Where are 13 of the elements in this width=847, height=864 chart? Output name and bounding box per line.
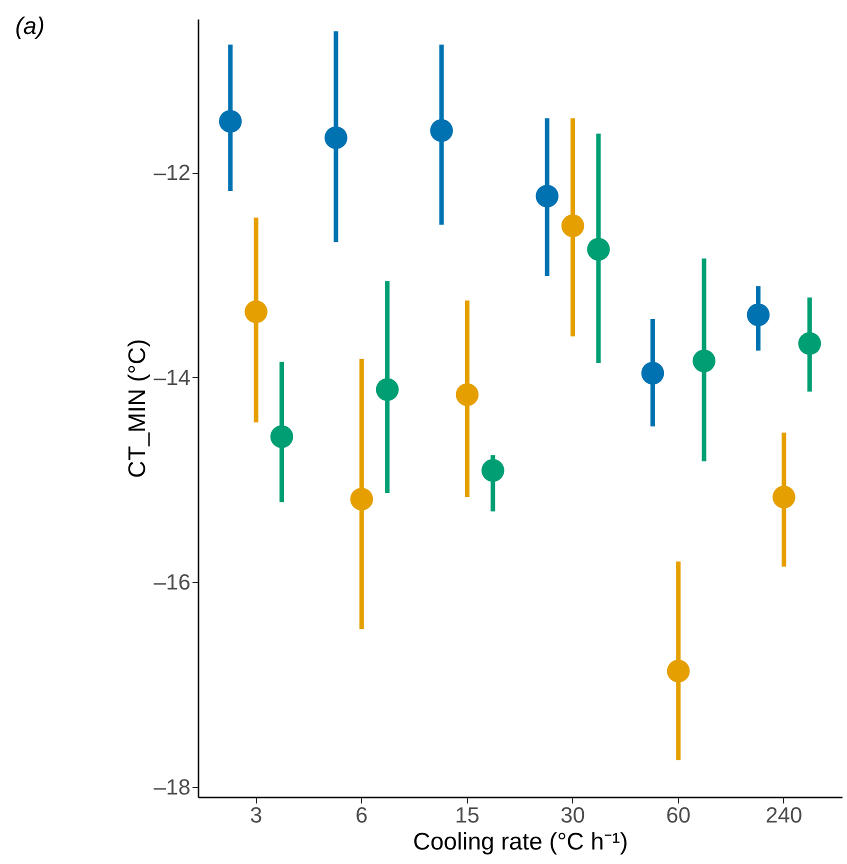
y-axis-title: CT_MIN (°C)	[124, 339, 151, 478]
y-tick-label: –12	[154, 160, 190, 186]
x-tick-label: 240	[766, 802, 802, 828]
chart-title: (a)	[15, 13, 45, 40]
y-tick-label: –14	[154, 364, 190, 390]
y-tick-label: –18	[154, 774, 190, 800]
y-tick-label: –16	[154, 570, 190, 595]
x-tick-label: 30	[560, 802, 586, 828]
x-tick-label: 3	[250, 802, 262, 828]
x-tick-label: 15	[454, 802, 480, 828]
x-tick-label: 6	[356, 802, 368, 828]
x-axis-title: Cooling rate (°C h⁻¹)	[413, 828, 628, 856]
x-tick-label: 60	[666, 802, 691, 828]
